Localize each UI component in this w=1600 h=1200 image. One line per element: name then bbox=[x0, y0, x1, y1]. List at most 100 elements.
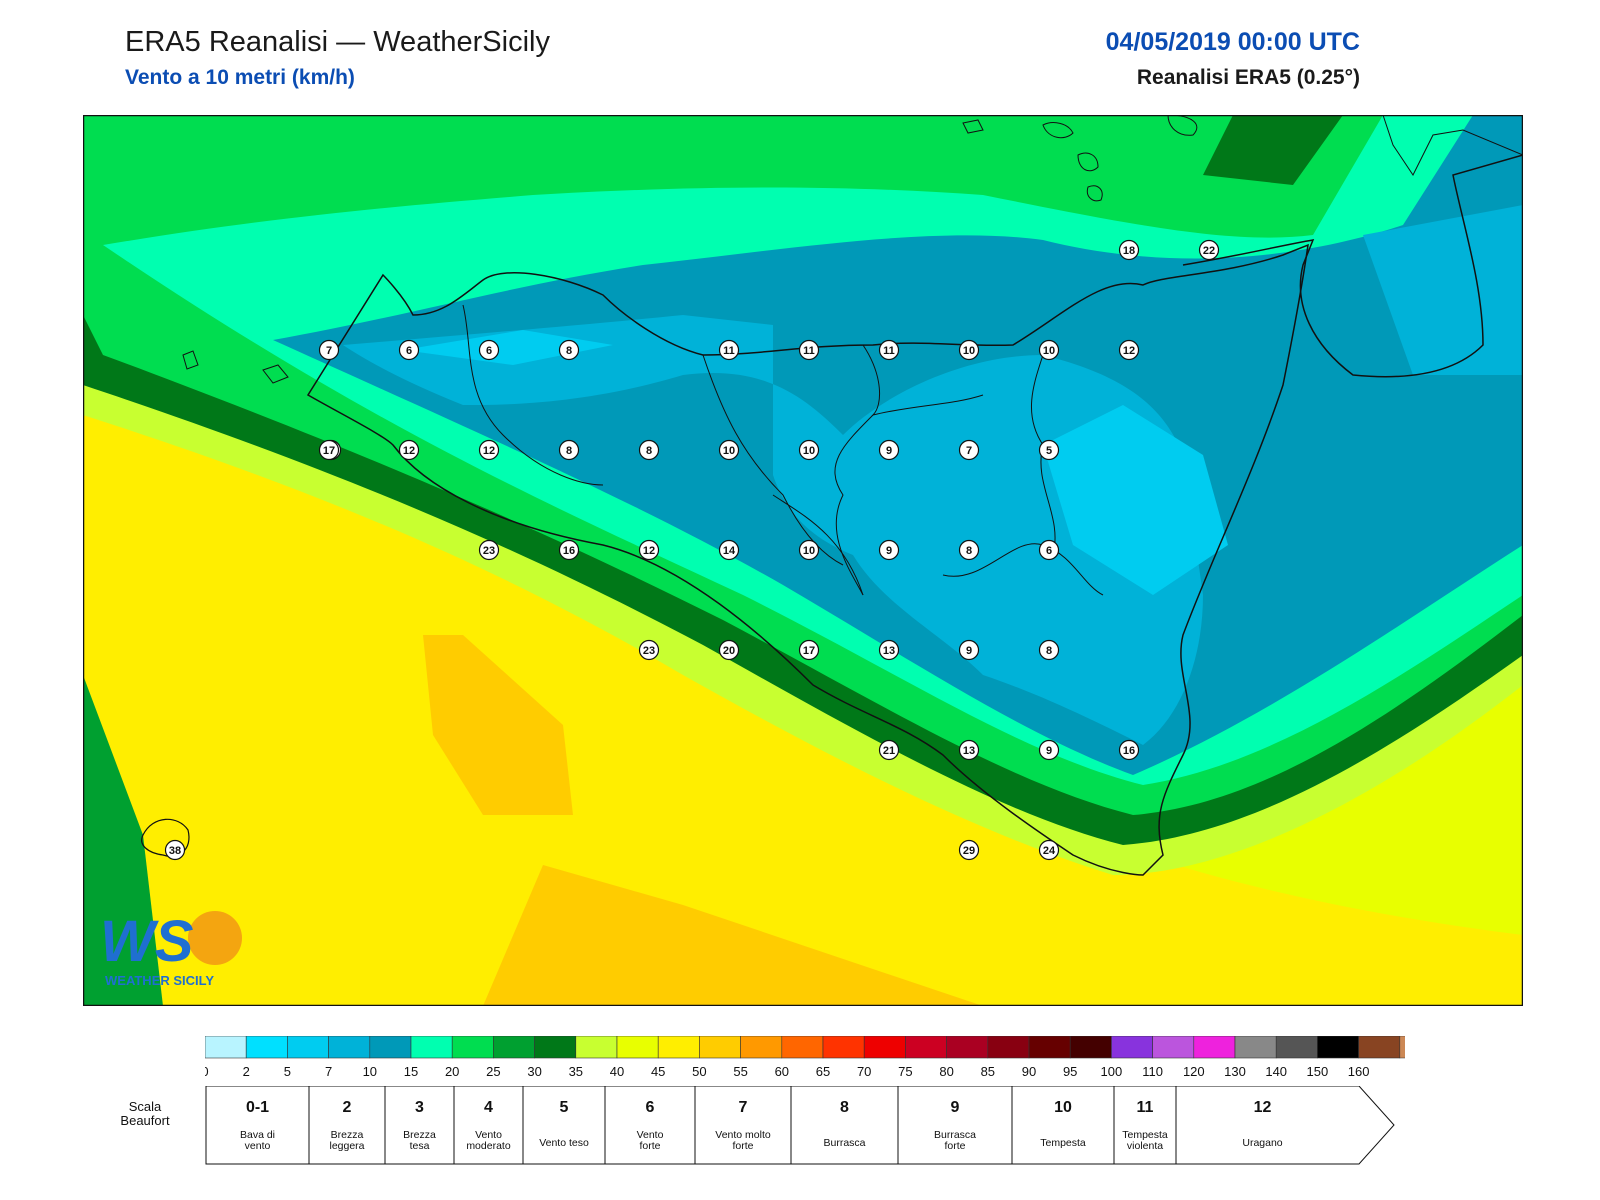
beaufort-description: Bava di vento bbox=[240, 1129, 275, 1152]
beaufort-description: Vento molto forte bbox=[715, 1129, 771, 1152]
station-marker: 20 bbox=[718, 639, 740, 661]
station-dot bbox=[878, 639, 900, 661]
station-value: 8 bbox=[566, 345, 572, 357]
beaufort-cell: 10 Tempesta bbox=[1011, 1086, 1115, 1165]
color-legend-tick: 100 bbox=[1101, 1064, 1123, 1079]
station-dot bbox=[1038, 639, 1060, 661]
logo-text: WEATHER SICILY bbox=[105, 973, 214, 988]
color-legend-tick: 95 bbox=[1063, 1064, 1077, 1079]
vulcano-island bbox=[1086, 185, 1103, 202]
beaufort-cell: 0-1 Bava di vento bbox=[205, 1086, 310, 1165]
station-dot bbox=[958, 339, 980, 361]
station-marker: 10 bbox=[798, 539, 820, 561]
station-dot bbox=[478, 539, 500, 561]
beaufort-description: Vento moderato bbox=[466, 1129, 511, 1152]
color-legend-tick: 50 bbox=[692, 1064, 706, 1079]
station-value: 12 bbox=[483, 445, 495, 457]
station-dot bbox=[878, 439, 900, 461]
color-legend-cell bbox=[287, 1036, 329, 1059]
color-legend-cell bbox=[781, 1036, 824, 1059]
color-legend-cell bbox=[616, 1036, 659, 1059]
band-5-7-west bbox=[403, 330, 613, 365]
color-legend-cell bbox=[369, 1036, 412, 1059]
beaufort-cell: 12 Uragano bbox=[1175, 1086, 1395, 1165]
band-5-7-east bbox=[1043, 405, 1228, 595]
color-legend-tick: 85 bbox=[981, 1064, 995, 1079]
station-dot bbox=[958, 839, 980, 861]
station-marker: 12 bbox=[478, 439, 500, 461]
beaufort-description: Vento forte bbox=[637, 1129, 664, 1152]
color-legend-tick: 90 bbox=[1022, 1064, 1036, 1079]
station-marker: 38 bbox=[164, 839, 186, 861]
station-value: 10 bbox=[803, 445, 815, 457]
station-value: 12 bbox=[1123, 345, 1135, 357]
station-dot bbox=[558, 339, 580, 361]
beaufort-description: Tempesta violenta bbox=[1122, 1129, 1168, 1152]
beaufort-number: 9 bbox=[951, 1099, 960, 1116]
alicudi-island bbox=[962, 119, 984, 134]
color-legend-tick: 140 bbox=[1265, 1064, 1287, 1079]
color-legend-cell bbox=[905, 1036, 947, 1059]
marettimo-island bbox=[182, 350, 199, 370]
station-marker: 8 bbox=[1038, 639, 1060, 661]
beaufort-scale: Scala Beaufort 0-1 Bava di vento 2 Brezza legg… bbox=[120, 1086, 1395, 1165]
station-value: 10 bbox=[723, 445, 735, 457]
station-value: 12 bbox=[643, 545, 655, 557]
station-value: 7 bbox=[966, 445, 972, 457]
beaufort-number: 3 bbox=[415, 1099, 424, 1116]
station-value: 20 bbox=[723, 645, 735, 657]
station-value: 9 bbox=[1046, 745, 1052, 757]
color-legend-tick: 160 bbox=[1348, 1064, 1370, 1079]
beaufort-number: 2 bbox=[343, 1099, 352, 1116]
province-border-7 bbox=[834, 414, 874, 596]
station-value: 18 bbox=[1123, 245, 1135, 257]
station-dot bbox=[798, 439, 820, 461]
station-dot bbox=[798, 539, 820, 561]
color-legend-tick: 20 bbox=[445, 1064, 459, 1079]
station-value: 11 bbox=[723, 345, 735, 357]
station-marker: 23 bbox=[478, 539, 500, 561]
station-dot bbox=[798, 639, 820, 661]
color-legend-tick: 80 bbox=[939, 1064, 953, 1079]
station-dot bbox=[1038, 839, 1060, 861]
beaufort-number: 11 bbox=[1137, 1099, 1154, 1116]
beaufort-cell: 4 Vento moderato bbox=[453, 1086, 524, 1165]
band-25-30-sw bbox=[83, 675, 163, 1006]
station-marker: 11 bbox=[718, 339, 740, 361]
station-dot bbox=[718, 339, 740, 361]
station-marker: 8 bbox=[558, 439, 580, 461]
beaufort-number: 0-1 bbox=[246, 1099, 269, 1116]
station-dot bbox=[718, 439, 740, 461]
station-marker: 29 bbox=[958, 839, 980, 861]
station-value: 7 bbox=[326, 345, 332, 357]
color-legend-tick: 35 bbox=[569, 1064, 583, 1079]
station-dot bbox=[1038, 739, 1060, 761]
station-marker: 17 bbox=[318, 439, 340, 461]
beaufort-cell: 5 Vento teso bbox=[522, 1086, 606, 1165]
map-frame bbox=[83, 115, 1523, 1006]
color-legend-tick: 5 bbox=[284, 1064, 291, 1079]
beaufort-number: 5 bbox=[560, 1099, 569, 1116]
station-dot bbox=[318, 439, 340, 461]
station-marker: 10 bbox=[1038, 339, 1060, 361]
valid-datetime: 04/05/2019 00:00 UTC bbox=[1105, 28, 1360, 56]
station-dot bbox=[1038, 439, 1060, 461]
station-marker: 23 bbox=[638, 639, 660, 661]
station-value: 11 bbox=[803, 345, 815, 357]
station-marker: 16 bbox=[558, 539, 580, 561]
station-value: 9 bbox=[886, 545, 892, 557]
data-source: Reanalisi ERA5 (0.25°) bbox=[1136, 66, 1360, 89]
province-border-2 bbox=[702, 354, 844, 566]
color-legend-tick: 2 bbox=[243, 1064, 250, 1079]
color-legend-cell bbox=[987, 1036, 1030, 1059]
station-dot bbox=[718, 639, 740, 661]
station-value: 8 bbox=[1046, 645, 1052, 657]
station-marker: 13 bbox=[958, 739, 980, 761]
favignana-island bbox=[262, 364, 289, 384]
color-legend-cell bbox=[534, 1036, 577, 1059]
station-marker: 9 bbox=[878, 439, 900, 461]
station-marker: 10 bbox=[798, 439, 820, 461]
color-legend-tick: 130 bbox=[1224, 1064, 1246, 1079]
station-value: 22 bbox=[1203, 245, 1215, 257]
beaufort-description: Burrasca bbox=[823, 1137, 865, 1149]
